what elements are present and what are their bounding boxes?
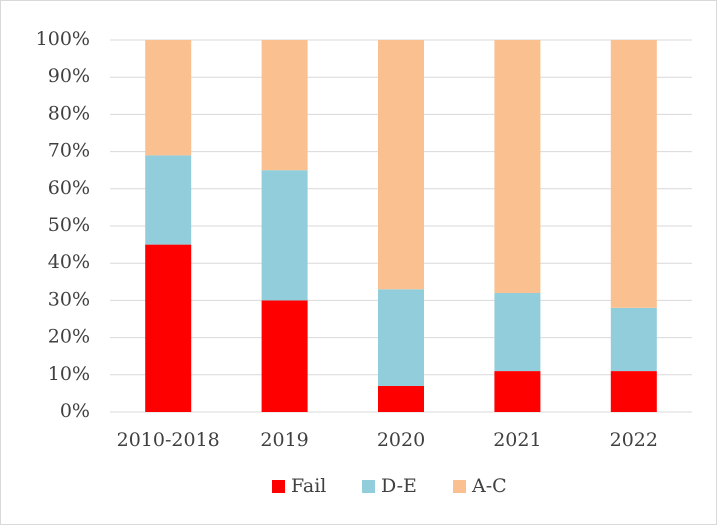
x-tick-label: 2019 <box>260 429 308 451</box>
y-tick-label: 30% <box>48 288 90 310</box>
bar-segment <box>145 244 192 412</box>
x-tick-label: 2021 <box>493 429 541 451</box>
bar-segment <box>494 371 541 412</box>
y-tick-label: 0% <box>60 400 90 422</box>
x-tick-label: 2022 <box>610 429 658 451</box>
y-tick-label: 20% <box>48 326 90 348</box>
bar-segment <box>610 307 657 372</box>
y-tick-label: 90% <box>48 65 90 87</box>
bar-segment <box>261 170 308 301</box>
bar-segment <box>378 40 424 290</box>
y-tick-label: 70% <box>48 140 90 162</box>
y-tick-label: 100% <box>36 28 90 50</box>
legend-swatch <box>272 480 285 493</box>
legend-swatch <box>362 480 375 493</box>
x-tick-label: 2020 <box>377 429 425 451</box>
y-tick-label: 80% <box>48 102 90 124</box>
y-tick-label: 50% <box>48 214 90 236</box>
legend-label: Fail <box>291 475 326 497</box>
y-tick-label: 10% <box>48 363 90 385</box>
bar-segment <box>261 40 308 171</box>
legend-swatch <box>453 480 466 493</box>
bar-segment <box>494 40 541 293</box>
bar-segment <box>610 371 657 412</box>
bar-segment <box>261 300 308 412</box>
legend-label: A-C <box>471 475 507 497</box>
bar-segment <box>610 40 657 308</box>
x-tick-label: 2010-2018 <box>117 429 220 451</box>
legend-label: D-E <box>381 475 417 497</box>
bar-segment <box>378 289 424 386</box>
bar-segment <box>145 40 192 156</box>
y-tick-label: 40% <box>48 251 90 273</box>
y-tick-label: 60% <box>48 177 90 199</box>
bar-segment <box>494 292 541 372</box>
bar-segment <box>378 385 424 412</box>
bar-segment <box>145 155 192 245</box>
